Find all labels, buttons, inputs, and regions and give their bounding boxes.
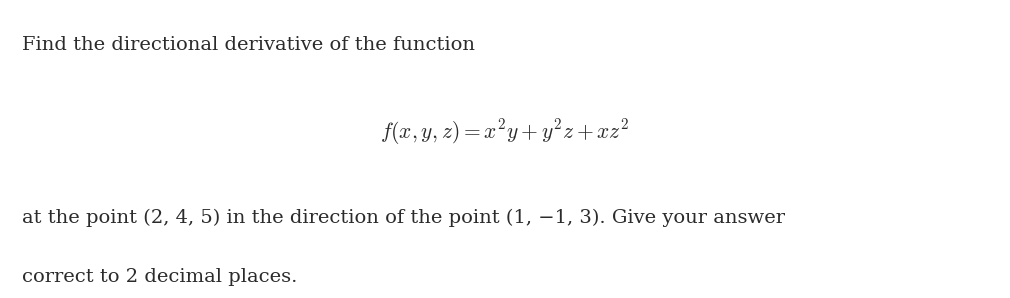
Text: Find the directional derivative of the function: Find the directional derivative of the f… <box>22 36 476 54</box>
Text: at the point (2, 4, 5) in the direction of the point (1, −1, 3). Give your answe: at the point (2, 4, 5) in the direction … <box>22 209 785 227</box>
Text: $f(x, y, z) = x^2y + y^2z + xz^2$: $f(x, y, z) = x^2y + y^2z + xz^2$ <box>381 118 629 148</box>
Text: correct to 2 decimal places.: correct to 2 decimal places. <box>22 268 298 286</box>
